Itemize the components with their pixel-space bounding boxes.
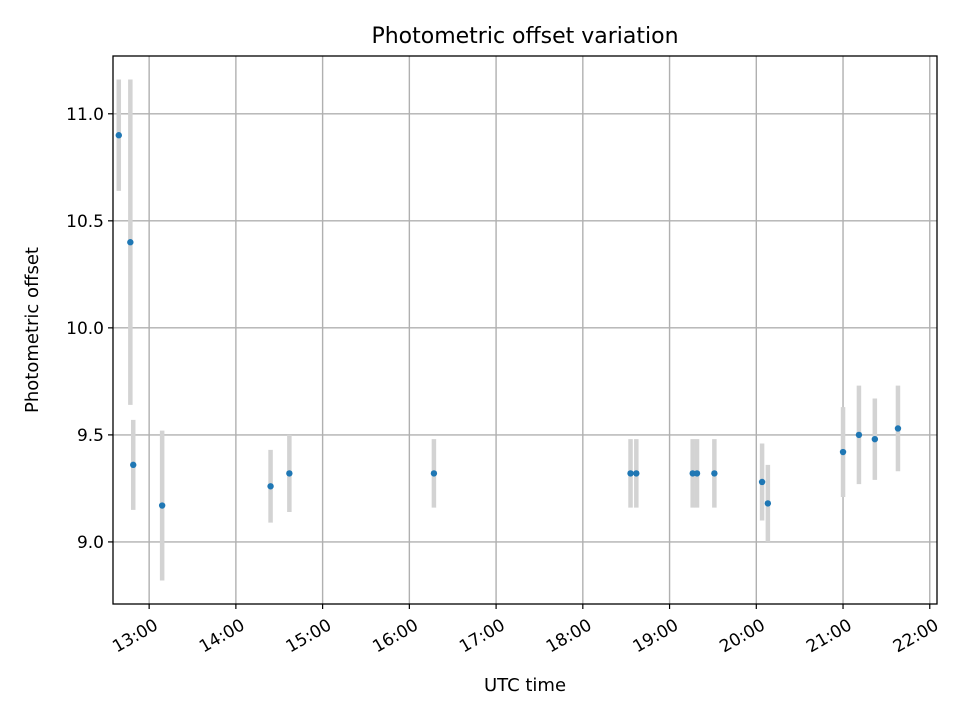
data-point (855, 431, 863, 439)
x-axis: 13:00 14:00 15:00 16:00 17:00 18:00 19:00 20:00… (109, 604, 942, 657)
point-layer (115, 132, 902, 509)
chart-title: Photometric offset variation (371, 24, 678, 49)
x-tick-label: 15:00 (283, 615, 335, 657)
x-tick-label: 14:00 (196, 615, 248, 657)
data-point (633, 470, 640, 477)
y-tick-label: 9.5 (77, 426, 104, 446)
data-point (158, 502, 166, 509)
x-tick-label: 22:00 (890, 615, 942, 657)
data-point (758, 478, 766, 486)
x-tick-label: 13:00 (109, 615, 161, 657)
y-tick-label: 9.0 (77, 533, 104, 553)
x-tick-label: 19:00 (630, 615, 682, 657)
data-point (693, 470, 701, 477)
data-point (127, 239, 134, 246)
data-point (764, 500, 772, 507)
data-point (871, 435, 879, 443)
data-point (627, 470, 634, 477)
plot-frame (112, 55, 938, 605)
data-point (130, 461, 137, 469)
y-tick-label: 10.5 (66, 212, 104, 232)
data-point (286, 470, 293, 477)
grid-layer (113, 56, 937, 604)
data-point (894, 425, 902, 432)
y-tick-label: 10.0 (66, 319, 104, 339)
y-tick-label: 11.0 (66, 105, 104, 125)
y-axis: 9.0 9.5 10.0 10.5 11.0 (66, 105, 113, 553)
x-tick-label: 21:00 (803, 615, 855, 657)
x-axis-label: UTC time (484, 675, 566, 696)
x-tick-label: 20:00 (716, 615, 768, 657)
x-tick-label: 17:00 (456, 615, 508, 657)
data-point (115, 132, 122, 139)
y-axis-label: Photometric offset (22, 247, 43, 413)
x-tick-label: 16:00 (369, 615, 421, 657)
data-point (839, 448, 847, 456)
data-point (267, 483, 274, 490)
x-tick-label: 18:00 (543, 615, 595, 657)
data-point (430, 470, 438, 477)
data-point (711, 470, 718, 477)
